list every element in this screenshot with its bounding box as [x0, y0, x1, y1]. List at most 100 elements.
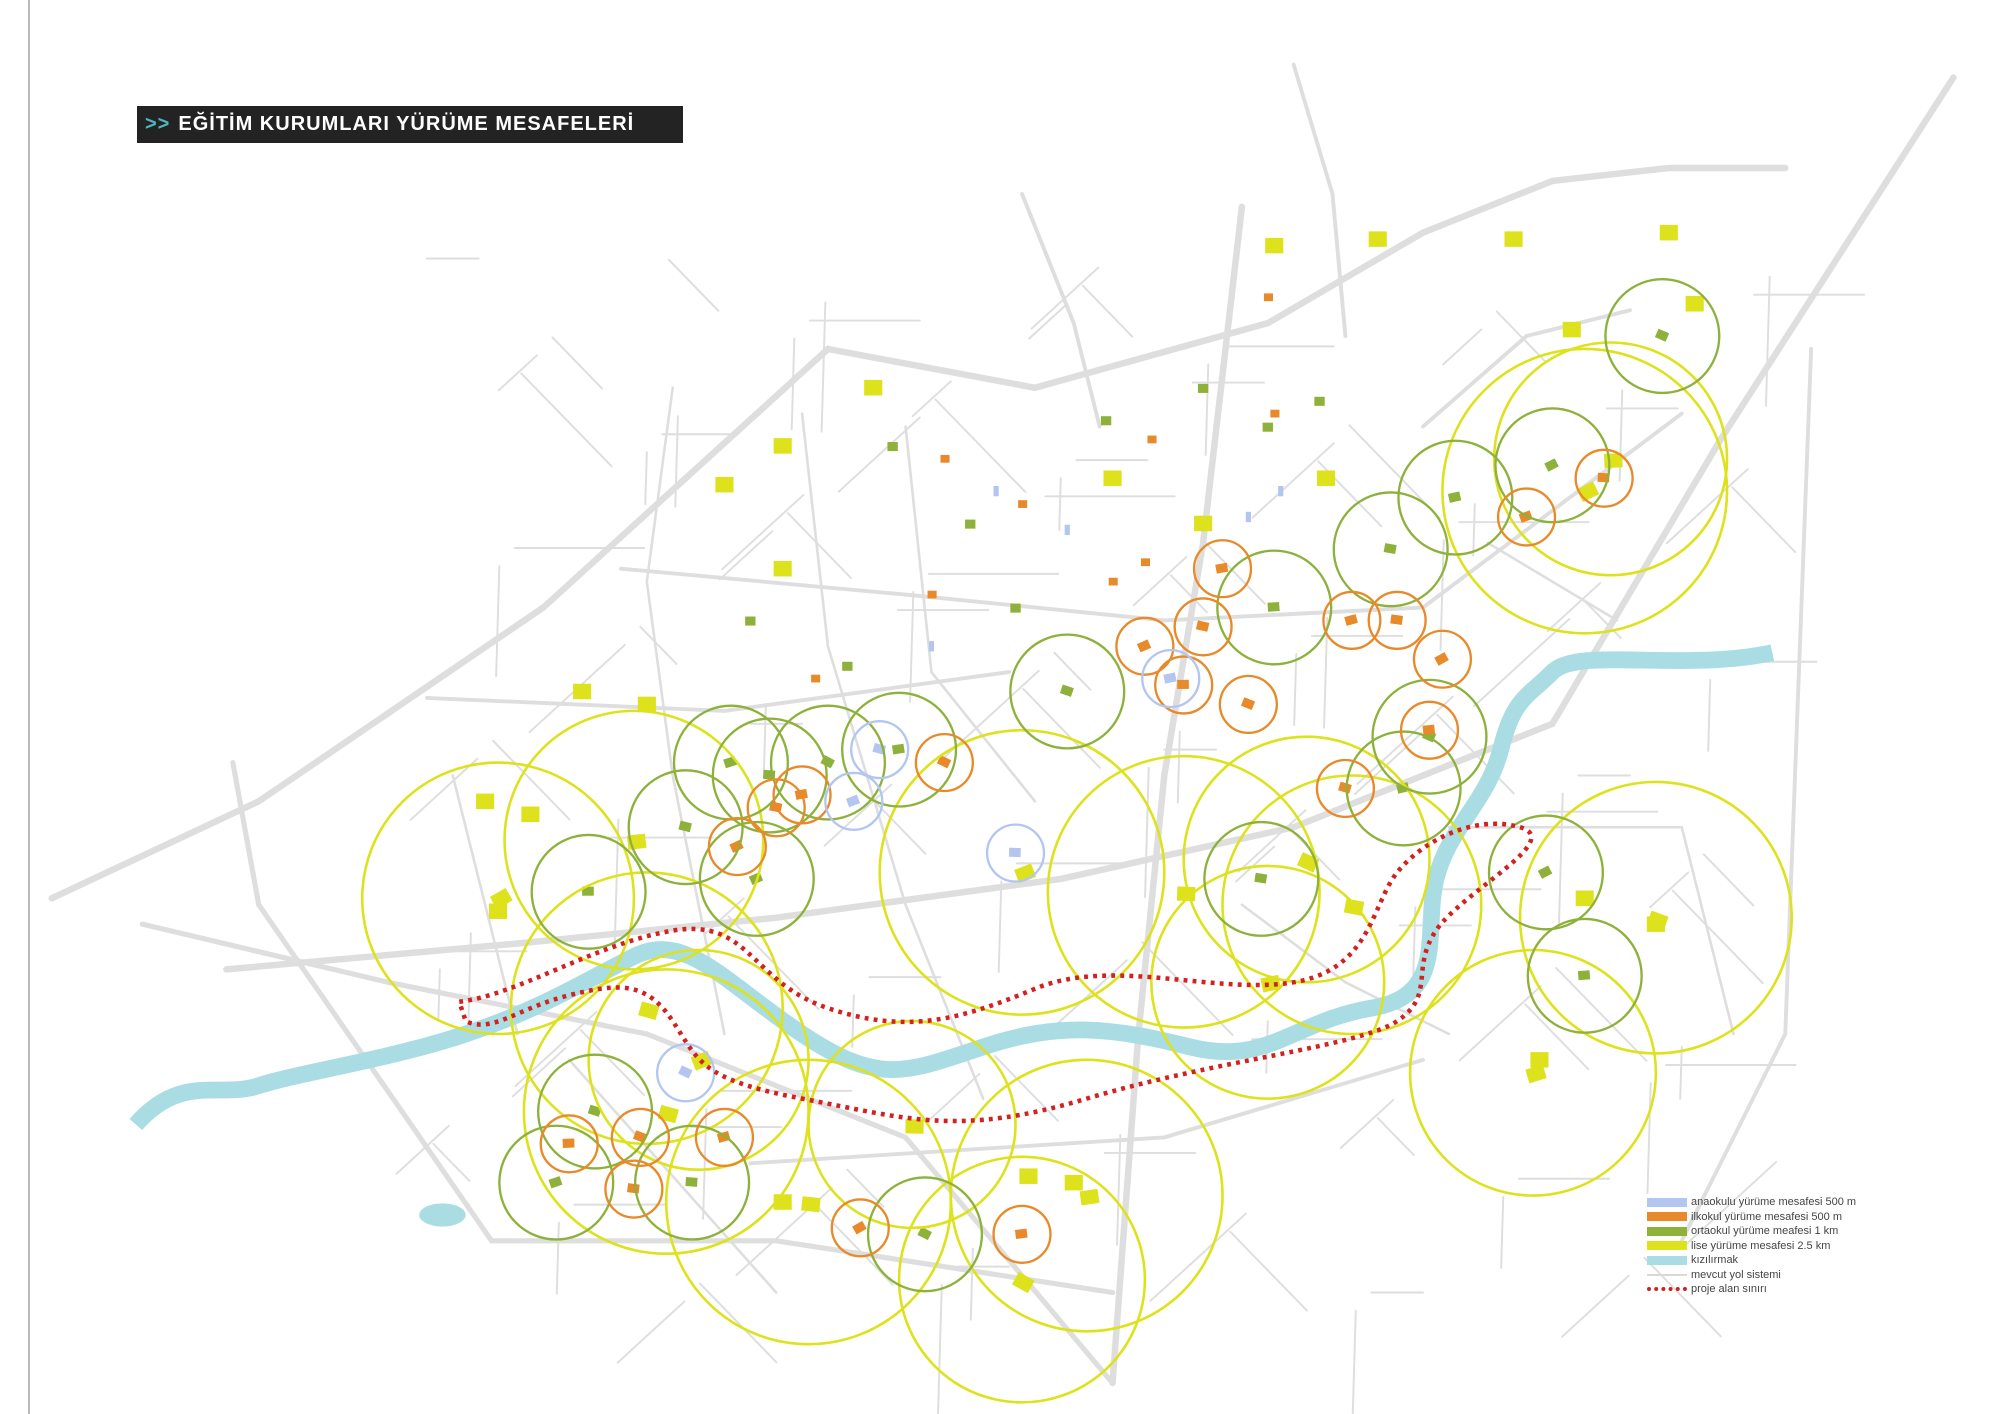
primary-school-plot: [1177, 679, 1189, 690]
kindergarten-walking-radius: [824, 771, 884, 831]
primary-school-plot: [852, 1220, 867, 1235]
high-school-plot: [1530, 1052, 1549, 1068]
street: [1237, 809, 1307, 873]
street: [1081, 284, 1134, 338]
high-school-plot: [1079, 1188, 1100, 1206]
legend-label: ilkokul yürüme mesafesi 500 m: [1691, 1210, 1843, 1223]
legend-item-middle: ortaokul yürüme meafesi 1 km: [1647, 1224, 1856, 1239]
street: [1671, 889, 1764, 985]
middle-school-plot: [1447, 491, 1462, 503]
street: [1204, 363, 1210, 456]
kindergarten-plot: [1278, 485, 1284, 497]
legend-label: mevcut yol sistemi: [1691, 1268, 1781, 1281]
street: [874, 801, 927, 855]
legend-label: anaokulu yürüme mesafesi 500 m: [1691, 1196, 1857, 1209]
primary-school-plot: [1422, 724, 1436, 735]
street: [1500, 1195, 1505, 1269]
street: [1293, 653, 1298, 727]
primary-school-walking-radius: [1115, 616, 1175, 676]
middle-school-plot: [1267, 601, 1280, 612]
high-school-plot: [1194, 515, 1213, 532]
high-school-walking-radius: [1182, 735, 1431, 984]
street: [1235, 845, 1276, 883]
street: [1044, 959, 1128, 1036]
middle-school-walking-radius: [1216, 549, 1333, 666]
street: [467, 932, 472, 1025]
primary-school-walking-radius: [1496, 487, 1557, 547]
street: [1458, 985, 1542, 1062]
street: [432, 1142, 471, 1182]
road: [567, 1058, 778, 1294]
legend-label: proje alan sınırı: [1691, 1283, 1767, 1296]
high-school-walking-radius: [503, 709, 765, 971]
high-school-walking-radius: [1518, 780, 1794, 1055]
street: [1141, 941, 1234, 1036]
title-text: EĞİTİM KURUMLARI YÜRÜME MESAFELERİ: [178, 113, 635, 135]
primary-school-plot: [1195, 620, 1210, 632]
kindergarten-plot: [993, 485, 999, 497]
legend-item-river: kızılırmak: [1647, 1253, 1856, 1268]
middle-school-plot: [1262, 422, 1273, 432]
middle-school-walking-radius: [1203, 820, 1320, 937]
middle-school-plot: [582, 886, 594, 896]
high-school-plot: [773, 438, 792, 454]
street: [520, 372, 613, 468]
street: [820, 301, 827, 433]
legend-item-kindergarten: anaokulu yürüme mesafesi 500 m: [1647, 1195, 1856, 1210]
street: [1116, 1133, 1122, 1246]
primary-school-walking-radius: [1154, 655, 1214, 715]
high-school-walking-radius: [1150, 864, 1386, 1100]
street: [495, 565, 501, 677]
high-school-plot: [489, 903, 508, 919]
street: [1679, 1045, 1683, 1100]
street: [1731, 486, 1797, 554]
middle-school-plot: [891, 743, 905, 755]
primary-school-plot: [1390, 614, 1403, 625]
primary-school-plot: [1014, 1228, 1028, 1239]
street: [934, 398, 1027, 494]
middle-school-walking-radius: [1494, 407, 1611, 524]
street: [1339, 1098, 1395, 1149]
road: [1020, 191, 1102, 429]
primary-school-plot: [1240, 697, 1256, 710]
primary-school-walking-radius: [992, 1204, 1052, 1264]
road: [904, 425, 1037, 803]
legend-swatch: [1647, 1241, 1687, 1251]
street: [1524, 1003, 1590, 1071]
middle-school-walking-radius: [627, 769, 744, 886]
street: [969, 1247, 974, 1321]
high-school-plot: [1265, 237, 1284, 254]
street: [1436, 713, 1515, 795]
legend-swatch: [1647, 1255, 1687, 1265]
primary-school-plot: [1263, 293, 1273, 302]
middle-school-plot: [1544, 458, 1559, 472]
street: [1442, 328, 1483, 366]
primary-school-walking-radius: [694, 1107, 755, 1168]
high-school-plot: [1064, 1174, 1083, 1191]
primary-school-walking-radius: [1412, 629, 1473, 689]
street: [644, 451, 648, 506]
street: [639, 625, 678, 665]
high-school-walking-radius: [897, 1155, 1147, 1404]
street: [1472, 618, 1571, 708]
primary-school-walking-radius: [604, 1159, 664, 1219]
street: [511, 1047, 567, 1098]
high-school-plot: [1575, 890, 1594, 907]
street: [1354, 731, 1423, 795]
street: [1376, 1117, 1415, 1157]
street: [1251, 442, 1335, 519]
high-school-plot: [521, 806, 540, 823]
high-school-plot: [1316, 470, 1336, 486]
high-school-plot: [573, 683, 592, 700]
road: [1447, 825, 1735, 1036]
street: [790, 337, 796, 431]
street: [721, 494, 805, 571]
high-school-plot: [1659, 224, 1678, 241]
street: [551, 336, 603, 390]
primary-school-plot: [1147, 435, 1157, 444]
legend-swatch: [1647, 1197, 1687, 1207]
legend: anaokulu yürüme mesafesi 500 m ilkokul y…: [1647, 1195, 1856, 1297]
legend-item-boundary: proje alan sınırı: [1647, 1282, 1856, 1297]
kindergarten-walking-radius: [1141, 648, 1201, 709]
